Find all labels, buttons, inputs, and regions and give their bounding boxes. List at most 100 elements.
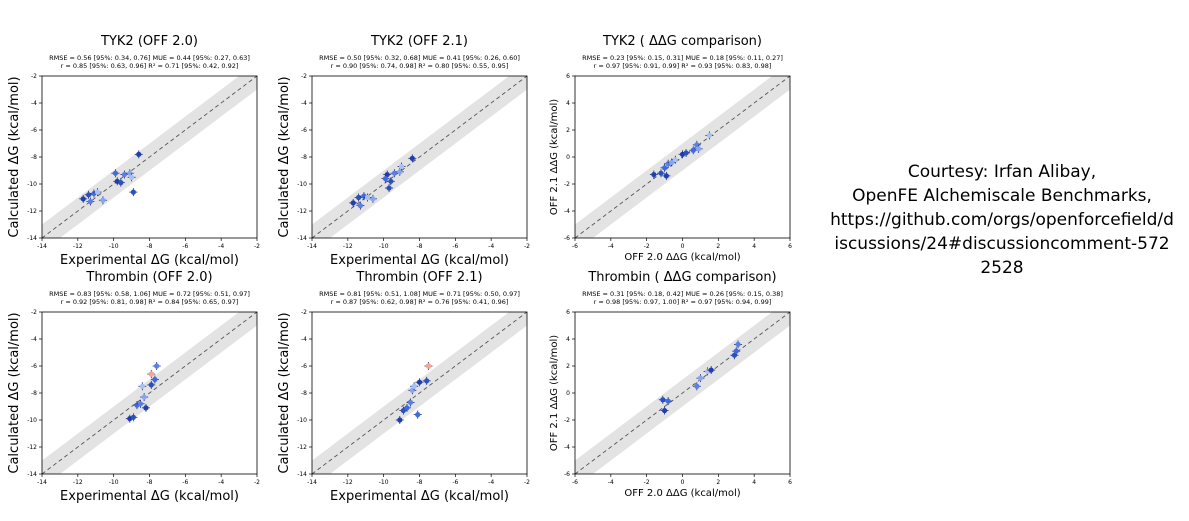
stats-line: r = 0.85 [95%: 0.63, 0.96] R² = 0.71 [95…	[61, 62, 239, 70]
data-point	[697, 375, 704, 381]
y-tick-label: -4	[31, 100, 37, 107]
y-tick-label: 0	[566, 154, 570, 161]
x-tick-label: -8	[417, 243, 423, 250]
y-tick-label: -10	[27, 417, 37, 424]
data-point	[672, 157, 678, 163]
data-point	[382, 176, 389, 182]
data-point	[388, 178, 394, 184]
data-point	[384, 171, 390, 178]
data-point	[398, 163, 405, 170]
x-tick-label: -2	[524, 243, 530, 250]
y-tick-label: -6	[301, 127, 307, 134]
chart-title: TYK2 ( ΔΔG comparison)	[602, 34, 762, 49]
data-point	[708, 367, 714, 373]
data-point	[411, 383, 417, 389]
data-point	[139, 383, 145, 389]
x-tick-label: -2	[644, 243, 650, 250]
y-tick-label: -8	[31, 154, 37, 161]
data-point	[355, 194, 362, 201]
x-tick-label: 6	[788, 243, 792, 250]
stats-line: RMSE = 0.23 [95%: 0.15, 0.31] MUE = 0.18…	[582, 54, 783, 62]
data-point	[696, 146, 702, 152]
courtesy-line: https://github.com/orgs/openforcefield/d	[830, 210, 1174, 230]
data-point	[416, 379, 423, 385]
x-tick-label: -10	[379, 479, 389, 486]
y-axis-label: Calculated ΔG (kcal/mol)	[277, 76, 292, 237]
x-tick-label: -8	[147, 479, 153, 486]
data-point	[87, 198, 93, 205]
data-point	[130, 414, 136, 420]
x-tick-label: -12	[343, 243, 353, 250]
x-tick-label: -12	[73, 479, 83, 486]
chart-title: Thrombin (OFF 2.0)	[85, 270, 212, 285]
chart-title: Thrombin (OFF 2.1)	[355, 270, 482, 285]
data-point	[121, 171, 128, 178]
y-axis-label: Calculated ΔG (kcal/mol)	[7, 76, 22, 237]
courtesy-line: iscussions/24#discussioncomment-572	[834, 234, 1170, 254]
data-point	[658, 170, 664, 176]
x-tick-label: -14	[307, 243, 317, 250]
stats-line: RMSE = 0.83 [95%: 0.58, 1.06] MUE = 0.72…	[49, 290, 250, 298]
data-point	[137, 401, 144, 407]
data-point	[127, 170, 133, 176]
data-point	[690, 147, 696, 153]
data-point	[148, 371, 155, 377]
y-tick-label: -14	[27, 235, 37, 242]
y-tick-label: -4	[301, 100, 307, 107]
y-tick-label: 0	[566, 390, 570, 397]
scatter-panel: -14 -12 -10 -8 -6 -4 -2 -14 -12 -10 -8 -6 -4 -2 Thromb…	[7, 270, 260, 504]
x-tick-label: -12	[73, 243, 83, 250]
data-point	[683, 150, 689, 156]
scatter-panel: -6 -4 -2 0 2 4 6 -6 -4 -2 0 2 4 6 TYK2 ( ΔΔG compariso…	[549, 34, 792, 263]
data-point	[143, 405, 149, 411]
chart-title: TYK2 (OFF 2.1)	[370, 34, 468, 49]
data-point	[136, 151, 142, 157]
data-point	[731, 352, 738, 358]
x-axis-label: Experimental ΔG (kcal/mol)	[330, 489, 509, 504]
x-tick-label: -4	[218, 479, 224, 486]
y-tick-label: -14	[27, 471, 37, 478]
courtesy-note: Courtesy: Irfan Alibay, OpenFE Alchemisc…	[812, 160, 1189, 280]
y-tick-label: -8	[31, 390, 37, 397]
y-tick-label: -4	[301, 336, 307, 343]
y-tick-label: 6	[566, 309, 570, 316]
chart-title: Thrombin ( ΔΔG comparison)	[587, 270, 776, 285]
x-tick-label: -2	[644, 479, 650, 486]
identity-line	[574, 311, 791, 475]
x-tick-label: -4	[488, 479, 494, 486]
data-point	[100, 197, 106, 203]
x-tick-label: 2	[716, 479, 720, 486]
data-point	[386, 185, 392, 191]
stats-line: r = 0.97 [95%: 0.91, 0.99] R² = 0.93 [95…	[594, 62, 772, 70]
x-tick-label: -2	[254, 243, 260, 250]
y-tick-label: -12	[297, 208, 307, 215]
x-tick-label: -4	[488, 243, 494, 250]
x-tick-label: -6	[182, 243, 188, 250]
x-tick-label: -14	[37, 479, 47, 486]
y-tick-label: -2	[301, 73, 307, 80]
x-tick-label: -10	[379, 243, 389, 250]
y-tick-label: -6	[564, 471, 570, 478]
identity-line	[41, 311, 258, 475]
y-tick-label: -4	[31, 336, 37, 343]
x-tick-label: -6	[572, 243, 578, 250]
x-tick-label: -4	[608, 479, 614, 486]
data-point	[409, 387, 415, 393]
identity-line	[311, 75, 528, 239]
y-tick-label: -10	[27, 181, 37, 188]
data-point	[651, 171, 657, 178]
x-tick-label: 0	[681, 243, 685, 250]
data-point	[661, 407, 668, 414]
y-tick-label: -6	[301, 363, 307, 370]
data-point	[409, 155, 415, 161]
x-tick-label: 4	[752, 243, 756, 250]
courtesy-line: OpenFE Alchemiscale Benchmarks,	[852, 186, 1152, 206]
data-point	[154, 363, 160, 369]
y-tick-label: -10	[297, 417, 307, 424]
x-tick-label: -4	[608, 243, 614, 250]
data-point	[364, 194, 371, 201]
data-point	[391, 170, 398, 176]
scatter-panel: -6 -4 -2 0 2 4 6 -6 -4 -2 0 2 4 6 Thrombin ( ΔΔG compa…	[549, 270, 792, 499]
y-tick-label: -2	[31, 73, 37, 80]
